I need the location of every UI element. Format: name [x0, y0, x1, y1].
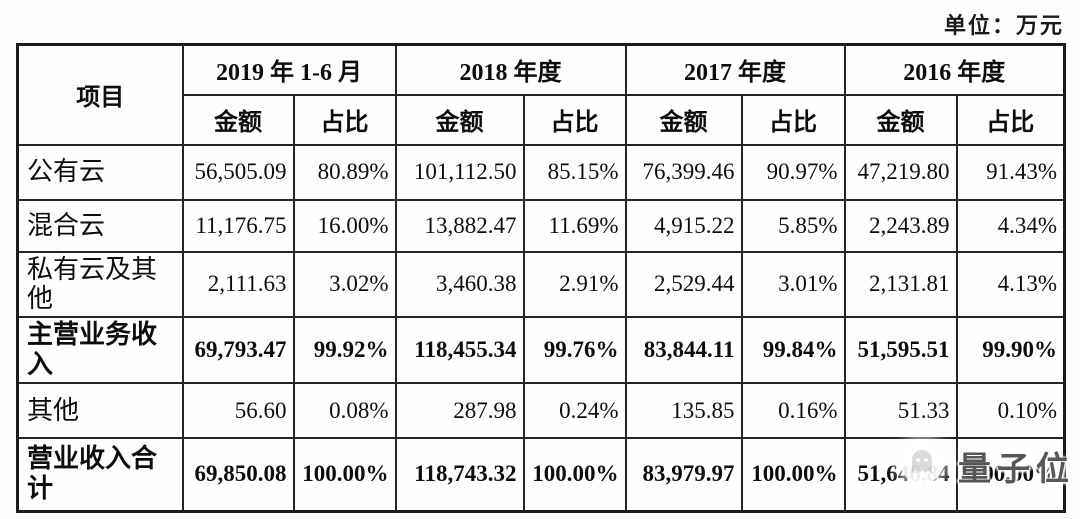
amount-cell: 83,844.11 — [624, 316, 743, 385]
amount-cell: 76,399.46 — [624, 143, 743, 201]
row-label: 混合云 — [16, 198, 184, 253]
amount-cell: 135.85 — [624, 382, 743, 440]
percent-cell: 3.01% — [740, 250, 846, 319]
table-row-public-cloud: 公有云 56,505.09 80.89% 101,112.50 85.15% 7… — [16, 143, 1066, 201]
percent-cell: 91.43% — [955, 143, 1066, 201]
ratio-header: 占比 — [740, 93, 846, 146]
amount-cell: 4,915.22 — [624, 198, 743, 253]
percent-cell: 5.85% — [740, 198, 846, 253]
amount-cell: 47,219.80 — [843, 143, 958, 201]
amount-header: 金额 — [843, 93, 958, 146]
item-header: 项目 — [16, 43, 184, 146]
percent-cell: 0.08% — [292, 382, 397, 440]
percent-cell: 90.97% — [740, 143, 846, 201]
amount-cell: 287.98 — [394, 382, 525, 440]
header-row-periods: 项目 2019 年 1-6 月 2018 年度 2017 年度 2016 年度 — [16, 43, 1066, 146]
table-row-other: 其他 56.60 0.08% 287.98 0.24% 135.85 0.16%… — [16, 382, 1066, 440]
amount-cell: 118,743.32 — [394, 437, 525, 513]
percent-cell: 100.00% — [955, 437, 1066, 513]
table-row-total-operating-revenue: 营业收入合计 69,850.08 100.00% 118,743.32 100.… — [16, 437, 1066, 513]
percent-cell: 3.02% — [292, 250, 397, 319]
period-header-2016: 2016 年度 — [843, 43, 1066, 96]
amount-cell: 11,176.75 — [181, 198, 295, 253]
amount-cell: 101,112.50 — [394, 143, 525, 201]
ratio-header: 占比 — [955, 93, 1066, 146]
amount-cell: 2,111.63 — [181, 250, 295, 319]
amount-cell: 118,455.34 — [394, 316, 525, 385]
percent-cell: 99.92% — [292, 316, 397, 385]
row-label: 私有云及其他 — [16, 250, 184, 319]
table-row-private-cloud-other: 私有云及其他 2,111.63 3.02% 3,460.38 2.91% 2,5… — [16, 250, 1066, 319]
amount-cell: 51,646.84 — [843, 437, 958, 513]
table-row-main-business-revenue: 主营业务收入 69,793.47 99.92% 118,455.34 99.76… — [16, 316, 1066, 385]
amount-cell: 13,882.47 — [394, 198, 525, 253]
percent-cell: 4.13% — [955, 250, 1066, 319]
period-header-2018: 2018 年度 — [394, 43, 627, 96]
percent-cell: 99.76% — [522, 316, 627, 385]
amount-cell: 69,793.47 — [181, 316, 295, 385]
percent-cell: 80.89% — [292, 143, 397, 201]
percent-cell: 4.34% — [955, 198, 1066, 253]
period-header-2019: 2019 年 1-6 月 — [181, 43, 397, 96]
amount-cell: 2,243.89 — [843, 198, 958, 253]
amount-cell: 51,595.51 — [843, 316, 958, 385]
period-header-2017: 2017 年度 — [624, 43, 846, 96]
percent-cell: 100.00% — [522, 437, 627, 513]
percent-cell: 100.00% — [740, 437, 846, 513]
amount-cell: 56,505.09 — [181, 143, 295, 201]
percent-cell: 16.00% — [292, 198, 397, 253]
percent-cell: 99.84% — [740, 316, 846, 385]
percent-cell: 0.10% — [955, 382, 1066, 440]
amount-cell: 51.33 — [843, 382, 958, 440]
row-label: 主营业务收入 — [16, 316, 184, 385]
amount-cell: 3,460.38 — [394, 250, 525, 319]
percent-cell: 0.16% — [740, 382, 846, 440]
ratio-header: 占比 — [522, 93, 627, 146]
amount-cell: 83,979.97 — [624, 437, 743, 513]
percent-cell: 0.24% — [522, 382, 627, 440]
row-label: 其他 — [16, 382, 184, 440]
table-row-hybrid-cloud: 混合云 11,176.75 16.00% 13,882.47 11.69% 4,… — [16, 198, 1066, 253]
amount-cell: 2,131.81 — [843, 250, 958, 319]
amount-cell: 56.60 — [181, 382, 295, 440]
revenue-table: 项目 2019 年 1-6 月 2018 年度 2017 年度 2016 年度 … — [16, 43, 1066, 513]
unit-label: 单位：万元 — [943, 13, 1064, 38]
row-label: 公有云 — [16, 143, 184, 201]
percent-cell: 100.00% — [292, 437, 397, 513]
amount-header: 金额 — [394, 93, 525, 146]
amount-cell: 69,850.08 — [181, 437, 295, 513]
row-label: 营业收入合计 — [16, 437, 184, 513]
amount-header: 金额 — [181, 93, 295, 146]
amount-header: 金额 — [624, 93, 743, 146]
header-row-subcolumns: 金额 占比 金额 占比 金额 占比 金额 占比 — [18, 93, 1066, 146]
percent-cell: 99.90% — [955, 316, 1066, 385]
percent-cell: 85.15% — [522, 143, 627, 201]
percent-cell: 2.91% — [522, 250, 627, 319]
amount-cell: 2,529.44 — [624, 250, 743, 319]
ratio-header: 占比 — [292, 93, 397, 146]
percent-cell: 11.69% — [522, 198, 627, 253]
